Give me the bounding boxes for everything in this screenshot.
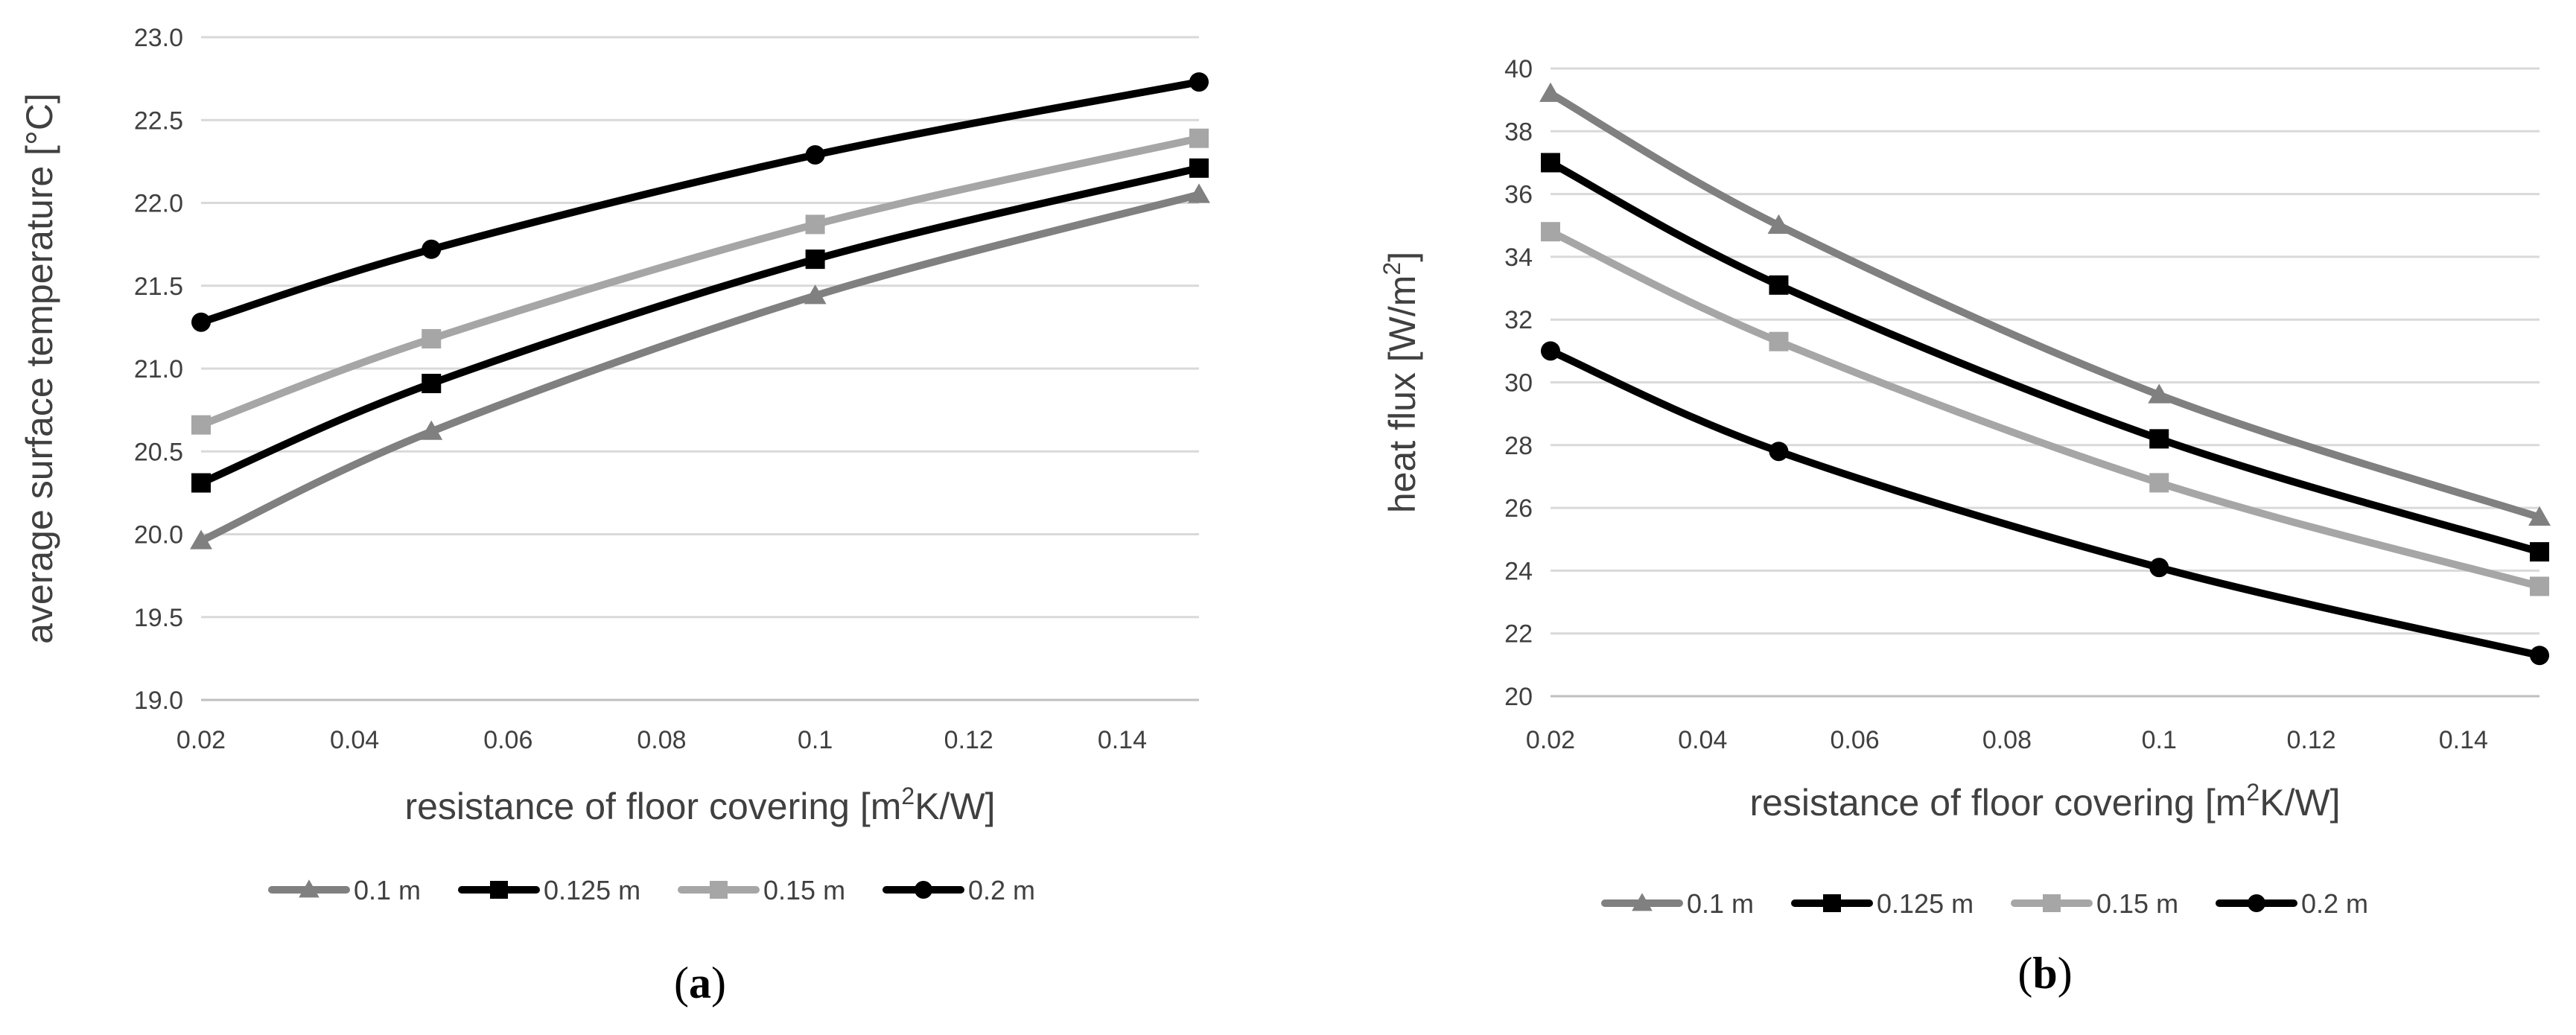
legend-marker-0-125-m xyxy=(1823,894,1841,912)
y-tick-label: 32 xyxy=(1504,306,1533,334)
data-point-0-125-m xyxy=(2530,542,2549,562)
data-point-0-1-m xyxy=(190,529,212,550)
x-tick-label: 0.14 xyxy=(1098,726,1147,754)
data-point-0-1-m xyxy=(2148,383,2171,404)
x-tick-label: 0.06 xyxy=(483,726,532,754)
legend-label-0-125-m: 0.125 m xyxy=(1877,888,1974,919)
data-point-0-125-m xyxy=(1769,275,1789,295)
y-tick-label: 20.0 xyxy=(134,521,183,550)
data-point-0-1-m xyxy=(2528,506,2551,526)
data-point-0-125-m xyxy=(805,249,825,270)
data-point-0-15-m xyxy=(2149,473,2169,493)
data-point-0-15-m xyxy=(1769,331,1789,351)
data-point-0-15-m xyxy=(1189,128,1209,148)
chart-b-heat-flux: 20 22 24 26 28 30 32 34 36 38 40 0.02 0.04 0.06 0.08 0.… xyxy=(1378,55,2551,998)
data-point-0-1-m xyxy=(1767,214,1790,234)
data-point-0-15-m xyxy=(191,415,211,435)
data-point-0-2-m xyxy=(1189,72,1209,92)
x-tick-label: 0.12 xyxy=(2286,726,2335,754)
legend-label-0-125-m: 0.125 m xyxy=(544,875,640,905)
series-line-0-2-m xyxy=(197,78,1203,326)
panel-label: (b) xyxy=(2017,949,2072,998)
y-tick-label: 19.5 xyxy=(134,604,183,632)
data-point-0-1-m xyxy=(1539,82,1562,102)
data-point-0-1-m xyxy=(1188,183,1210,203)
y-tick-label: 36 xyxy=(1504,181,1533,209)
y-tick-label: 19.0 xyxy=(134,687,183,715)
data-point-0-15-m xyxy=(1541,222,1560,242)
legend-label-0-15-m: 0.15 m xyxy=(763,875,845,905)
y-tick-label: 34 xyxy=(1504,243,1533,272)
series-line-0-15-m xyxy=(197,134,1203,429)
legend-label-0-2-m: 0.2 m xyxy=(2301,888,2368,919)
y-tick-label: 22 xyxy=(1504,620,1533,649)
legend-label-0-2-m: 0.2 m xyxy=(968,875,1035,905)
data-point-0-2-m xyxy=(2149,558,2169,578)
y-tick-label: 23.0 xyxy=(134,24,183,52)
series-line-0-125-m xyxy=(197,164,1203,487)
x-tick-label: 0.04 xyxy=(1678,726,1727,754)
data-point-0-125-m xyxy=(191,473,211,493)
x-tick-label: 0.12 xyxy=(944,726,993,754)
data-point-0-2-m xyxy=(191,312,211,332)
y-tick-label: 21.0 xyxy=(134,355,183,383)
data-point-0-2-m xyxy=(2530,646,2549,666)
series-line-0-15-m xyxy=(1547,228,2543,590)
x-tick-label: 0.02 xyxy=(1526,726,1575,754)
data-point-0-15-m xyxy=(2530,576,2549,596)
x-tick-label: 0.04 xyxy=(330,726,379,754)
x-axis-title: resistance of floor covering [m2K/W] xyxy=(404,783,995,827)
y-axis-title: average surface temperature [°C] xyxy=(19,93,60,644)
x-tick-label: 0.08 xyxy=(1982,726,2032,754)
data-point-0-15-m xyxy=(805,214,825,235)
data-point-0-1-m xyxy=(804,284,827,305)
legend-marker-0-1-m xyxy=(1632,893,1653,911)
data-point-0-2-m xyxy=(1769,442,1789,462)
legend-marker-0-1-m xyxy=(299,879,319,898)
x-tick-label: 0.08 xyxy=(637,726,686,754)
y-tick-label: 20 xyxy=(1504,683,1533,711)
data-point-0-2-m xyxy=(805,144,825,165)
x-tick-label: 0.1 xyxy=(2142,726,2177,754)
data-point-0-125-m xyxy=(1189,158,1209,178)
y-tick-label: 21.5 xyxy=(134,273,183,301)
data-point-0-125-m xyxy=(2149,429,2169,449)
series-line-0-1-m xyxy=(197,191,1203,545)
legend-label-0-1-m: 0.1 m xyxy=(354,875,421,905)
series-line-0-1-m xyxy=(1547,89,2543,521)
chart-a-surface-temperature: 19.0 19.5 20.0 20.5 21.0 21.5 22.0 22.5 23.0 0.02… xyxy=(19,24,1210,1007)
x-tick-label: 0.1 xyxy=(798,726,833,754)
y-tick-label: 28 xyxy=(1504,432,1533,460)
y-tick-label: 20.5 xyxy=(134,438,183,466)
y-axis-title: heat flux [W/m2] xyxy=(1378,252,1423,513)
y-tick-label: 22.0 xyxy=(134,190,183,218)
data-point-0-15-m xyxy=(422,328,442,348)
data-point-0-125-m xyxy=(422,374,442,394)
data-point-0-125-m xyxy=(1541,153,1560,173)
y-tick-label: 22.5 xyxy=(134,106,183,135)
data-point-0-1-m xyxy=(420,420,443,440)
y-tick-label: 38 xyxy=(1504,118,1533,146)
data-point-0-2-m xyxy=(1541,341,1560,361)
legend-marker-0-2-m xyxy=(2248,894,2265,912)
y-tick-label: 24 xyxy=(1504,557,1533,585)
legend-marker-0-2-m xyxy=(915,881,932,899)
data-point-0-2-m xyxy=(422,239,442,259)
x-axis-title: resistance of floor covering [m2K/W] xyxy=(1749,779,2340,824)
legend-marker-0-15-m xyxy=(710,881,728,899)
legend-label-0-1-m: 0.1 m xyxy=(1687,888,1754,919)
y-tick-label: 40 xyxy=(1504,55,1533,83)
y-tick-label: 26 xyxy=(1504,494,1533,523)
legend-marker-0-15-m xyxy=(2043,894,2061,912)
x-tick-label: 0.14 xyxy=(2439,726,2488,754)
series-line-0-125-m xyxy=(1547,159,2543,556)
panel-label: (a) xyxy=(674,958,726,1007)
y-tick-label: 30 xyxy=(1504,369,1533,398)
legend-label-0-15-m: 0.15 m xyxy=(2096,888,2178,919)
legend-marker-0-125-m xyxy=(490,881,508,899)
x-tick-label: 0.02 xyxy=(176,726,226,754)
x-tick-label: 0.06 xyxy=(1831,726,1880,754)
series-line-0-2-m xyxy=(1547,347,2543,660)
